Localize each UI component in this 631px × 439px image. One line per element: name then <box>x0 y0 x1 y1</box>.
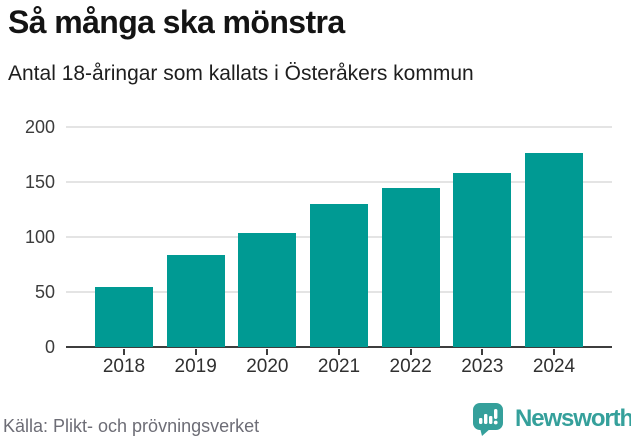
x-axis-label-2022: 2022 <box>389 356 432 377</box>
x-axis-tick-2021 <box>337 348 340 355</box>
source-attribution: Källa: Plikt- och prövningsverket <box>3 416 260 436</box>
x-axis-label-2023: 2023 <box>461 356 504 377</box>
x-axis-tick-2019 <box>194 348 197 355</box>
x-axis-tick-2018 <box>123 348 125 355</box>
bar-2018 <box>95 286 153 347</box>
bar-2023 <box>453 173 512 347</box>
x-axis-label-2024: 2024 <box>532 356 576 377</box>
y-axis-label-200: 200 <box>24 117 55 137</box>
y-axis-label-50: 50 <box>34 282 55 302</box>
x-axis-label-2021: 2021 <box>317 356 361 377</box>
y-axis-label-0: 0 <box>44 337 55 357</box>
bar-2021 <box>309 204 368 347</box>
bar-2020 <box>238 232 297 347</box>
newsworthy-speech-bubble-barchart-icon <box>473 403 503 436</box>
chart-subtitle: Antal 18-åringar som kallats i Österåker… <box>8 62 474 85</box>
x-axis-tick-2020 <box>266 348 269 355</box>
x-axis-label-2018: 2018 <box>102 356 146 377</box>
x-axis-label-2020: 2020 <box>246 356 289 377</box>
y-axis-label-150: 150 <box>24 172 55 192</box>
bar-2019 <box>166 254 225 347</box>
bar-2024 <box>524 153 583 347</box>
bar-2022 <box>381 187 440 347</box>
x-axis-label-2019: 2019 <box>174 356 217 377</box>
gridline-150 <box>66 181 612 183</box>
x-axis-tick-2022 <box>409 348 412 355</box>
gridline-200 <box>66 126 612 128</box>
y-axis-label-100: 100 <box>24 227 55 247</box>
newsworthy-wordmark: Newsworthy <box>515 405 631 432</box>
x-axis-tick-2024 <box>552 348 555 355</box>
newsworthy-brand: Newsworthy <box>472 402 631 437</box>
x-axis-tick-2023 <box>481 348 484 355</box>
chart-title: Så många ska mönstra <box>8 4 345 40</box>
